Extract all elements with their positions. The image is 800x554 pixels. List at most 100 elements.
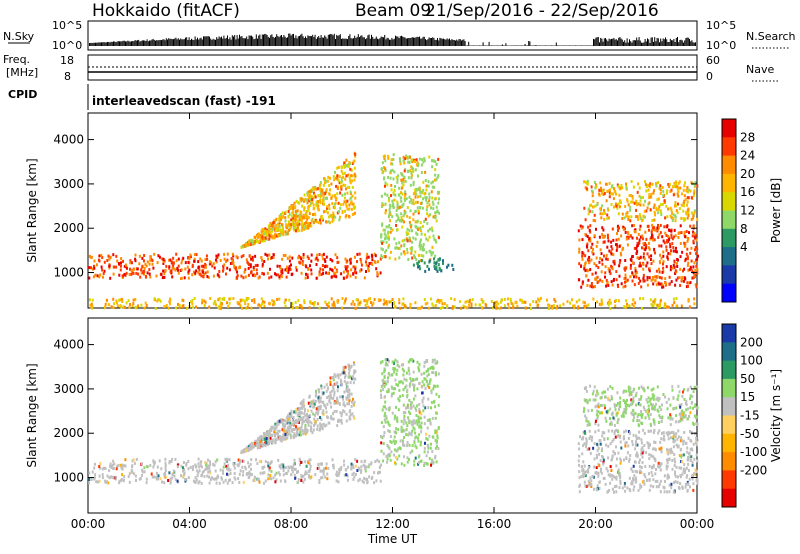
power-cell [328, 305, 330, 309]
power-cell [578, 278, 581, 282]
power-cell [207, 276, 210, 279]
power-cell [388, 256, 391, 260]
power-cell [290, 204, 293, 208]
power-cell [349, 192, 352, 196]
power-cell [160, 257, 163, 261]
power-cell [635, 275, 638, 279]
power-cell [388, 203, 391, 207]
velocity-cell [325, 406, 327, 410]
velocity-cell [298, 457, 301, 461]
velocity-cell [113, 462, 116, 466]
power-cell [346, 265, 349, 269]
velocity-cell [284, 479, 287, 483]
velocity-cell [289, 433, 292, 437]
nsky-bar [559, 45, 561, 46]
power-cell [355, 271, 358, 275]
power-cell [690, 211, 693, 215]
velocity-cell [394, 415, 396, 419]
power-cell [371, 303, 374, 307]
velocity-cell [222, 469, 224, 473]
power-cell [247, 266, 250, 270]
nsky-bar [469, 45, 471, 46]
nsky-bar [290, 35, 292, 46]
velocity-cell [290, 465, 293, 469]
nsky-bar [247, 39, 249, 46]
velocity-cell [360, 465, 363, 469]
power-cell [419, 194, 422, 198]
power-cell [279, 213, 282, 216]
velocity-cell [320, 462, 323, 466]
power-cell [315, 220, 318, 224]
power-cell [405, 197, 408, 201]
power-cell [261, 262, 264, 266]
power-cell [344, 297, 347, 301]
velocity-cell [421, 380, 424, 384]
power-cell [307, 257, 310, 260]
power-cell [662, 254, 665, 258]
power-cell [669, 214, 672, 218]
power-cell [354, 265, 357, 269]
nsky-bar [351, 38, 353, 46]
power-cell [678, 207, 681, 211]
power-cell [278, 224, 281, 228]
power-cell [354, 191, 357, 195]
power-cell [665, 248, 668, 252]
power-cell [654, 213, 656, 217]
velocity-cell [303, 404, 306, 408]
nsky-bar [200, 37, 202, 46]
power-cell [315, 276, 318, 280]
power-cell [373, 260, 376, 263]
velocity-cell [176, 465, 179, 469]
power-cell [116, 259, 119, 263]
power-cell [254, 254, 257, 258]
velocity-cell [195, 478, 198, 482]
power-cell [429, 213, 432, 217]
velocity-cell [164, 469, 167, 472]
velocity-cell [384, 358, 387, 361]
velocity-cell [283, 426, 286, 430]
nsky-bar [216, 37, 218, 46]
velocity-cell [258, 459, 261, 463]
power-cell [693, 189, 696, 193]
velocity-cell [238, 461, 241, 465]
velocity-cell [319, 404, 322, 408]
power-cell [202, 264, 205, 268]
power-cell [343, 165, 346, 169]
power-cell [241, 298, 244, 302]
velocity-cell [336, 389, 339, 393]
power-cell [639, 264, 642, 268]
nsky-bar [402, 36, 404, 46]
power-cell [218, 275, 221, 279]
velocity-cell [336, 474, 339, 477]
power-cell [189, 255, 192, 259]
velocity-cell [226, 457, 229, 461]
power-cell [411, 256, 414, 260]
velocity-cell [146, 465, 149, 469]
power-cell [691, 276, 694, 280]
nsky-bar [684, 40, 686, 46]
velocity-cell [252, 479, 255, 483]
power-cell [395, 219, 398, 223]
power-cell [380, 204, 383, 208]
power-cell [341, 297, 344, 300]
power-cell [262, 272, 265, 276]
nsky-bar [323, 37, 324, 46]
velocity-cell [259, 444, 262, 448]
velocity-cell [395, 455, 398, 459]
velocity-cell [430, 442, 432, 446]
velocity-cell [422, 396, 425, 400]
velocity-cell [121, 467, 124, 471]
power-cell [171, 260, 173, 264]
velocity-cell [226, 467, 228, 471]
velocity-cell [207, 458, 209, 462]
power-cell [632, 224, 635, 227]
power-cell [269, 223, 272, 226]
velocity-cell [242, 473, 244, 477]
power-cell [181, 305, 184, 308]
nsky-bar [515, 45, 516, 46]
velocity-cell [417, 415, 420, 419]
power-cell [162, 258, 165, 261]
power-cell [396, 214, 399, 218]
power-cell [651, 233, 653, 237]
velocity-cell [261, 443, 264, 447]
